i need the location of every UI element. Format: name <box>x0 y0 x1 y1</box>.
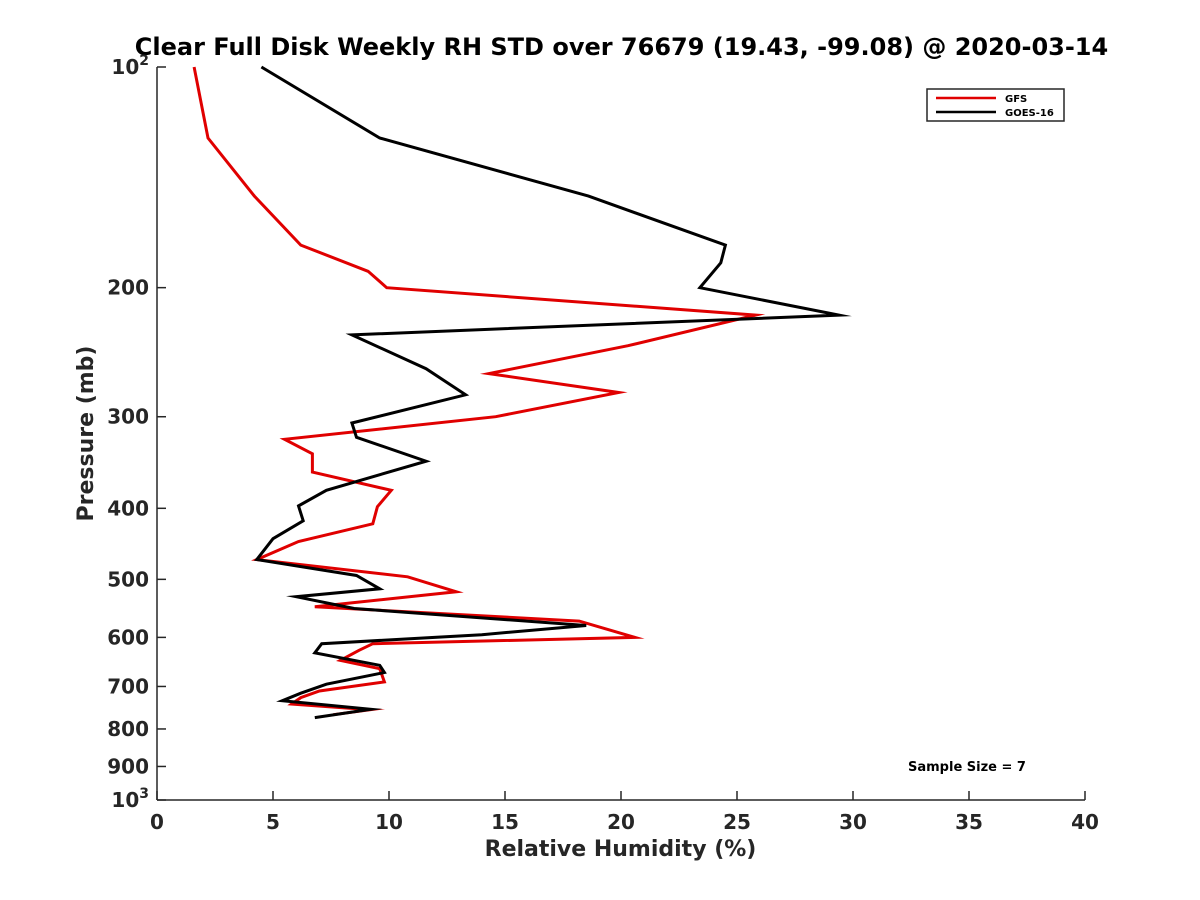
y-tick-label: 102 <box>111 53 149 79</box>
y-tick-label: 700 <box>107 674 149 698</box>
y-tick-label: 600 <box>107 625 149 649</box>
chart-title: Clear Full Disk Weekly RH STD over 76679… <box>135 33 1108 61</box>
legend: GFS GOES-16 <box>926 88 1065 122</box>
series-layer <box>192 65 852 720</box>
legend-box <box>926 88 1065 122</box>
x-tick-label: 10 <box>375 810 403 834</box>
y-axis: 102 200 300 400 500 600 700 800 900 103 <box>107 53 166 812</box>
y-axis-title: Pressure (mb) <box>74 346 99 522</box>
x-tick-label: 5 <box>266 810 280 834</box>
y-tick-label: 800 <box>107 717 149 741</box>
y-tick-label: 300 <box>107 405 149 429</box>
y-tick-label: 500 <box>107 567 149 591</box>
y-tick-label: 400 <box>107 496 149 520</box>
x-tick-label: 15 <box>491 810 519 834</box>
legend-label: GFS <box>1005 94 1027 105</box>
x-tick-label: 40 <box>1071 810 1099 834</box>
x-tick-label: 35 <box>955 810 983 834</box>
x-axis-title: Relative Humidity (%) <box>485 837 757 862</box>
x-tick-label: 30 <box>839 810 867 834</box>
series-line-goes-16 <box>254 65 852 720</box>
x-tick-label: 0 <box>150 810 164 834</box>
sample-size-annotation: Sample Size = 7 <box>908 760 1026 775</box>
y-tick-label: 103 <box>111 786 149 812</box>
y-tick-label: 900 <box>107 754 149 778</box>
x-tick-label: 25 <box>723 810 751 834</box>
x-tick-label: 20 <box>607 810 635 834</box>
legend-label: GOES-16 <box>1005 108 1054 119</box>
plot-area <box>156 67 1085 801</box>
x-axis: 0 5 10 15 20 25 30 35 40 <box>150 791 1099 834</box>
series-line-gfs <box>192 66 766 717</box>
y-tick-label: 200 <box>107 276 149 300</box>
